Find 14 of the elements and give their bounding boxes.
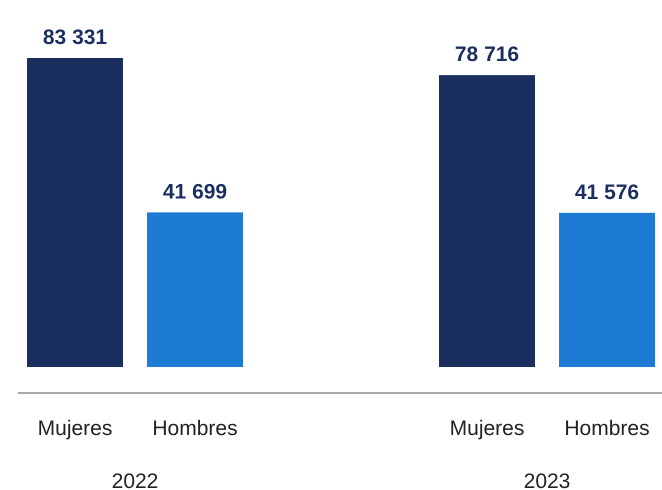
data-label: 41 576 bbox=[574, 180, 640, 204]
text: Mujeres bbox=[450, 417, 524, 440]
text: Hombres bbox=[152, 417, 238, 440]
data-label: 83 331 bbox=[42, 26, 108, 49]
bar bbox=[27, 58, 123, 367]
text: Hombres bbox=[564, 417, 650, 440]
bar bbox=[439, 75, 535, 367]
bar bbox=[559, 212, 655, 367]
x-tick-label: 2022 bbox=[112, 470, 158, 490]
bar bbox=[147, 212, 243, 367]
x-tick-label: 2023 bbox=[524, 470, 570, 490]
data-label: 41 699 bbox=[162, 180, 228, 204]
text: Mujeres bbox=[38, 417, 112, 440]
data-label: 78 716 bbox=[454, 43, 520, 66]
